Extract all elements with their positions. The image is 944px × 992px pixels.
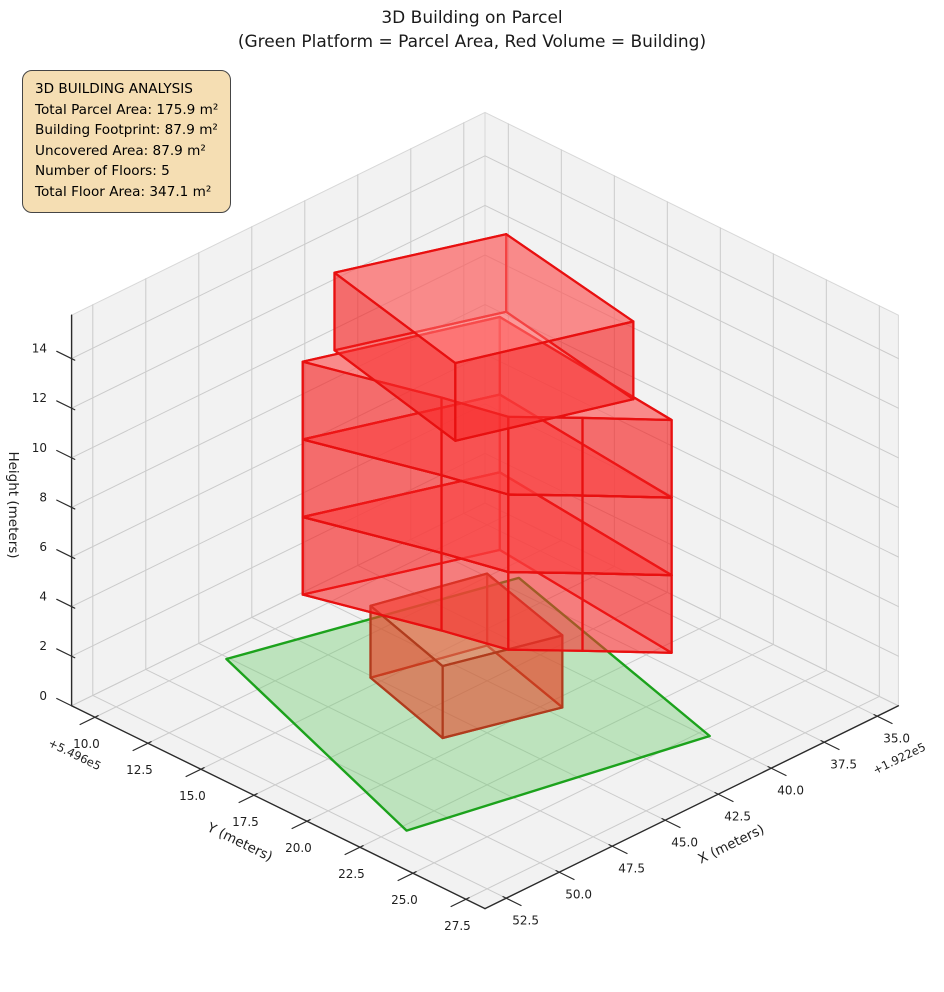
grid-line-x-floor (357, 564, 772, 769)
floor-4-wall (507, 415, 584, 497)
z-tick-label: 4 (39, 590, 47, 604)
y-tick (238, 793, 258, 804)
axis-spine-y (70, 705, 486, 910)
grid-line-y-floor (253, 591, 668, 796)
y-tick-label: 27.5 (444, 919, 471, 933)
z-tick-label: 8 (39, 490, 47, 504)
x-tick (767, 766, 787, 777)
x-tick (661, 818, 681, 829)
floor-3-wall (581, 494, 673, 577)
grid-line-x-floor (145, 668, 560, 873)
analysis-line: Total Parcel Area: 175.9 m² (35, 101, 219, 118)
x-tick-label: 42.5 (724, 810, 751, 824)
y-tick-label: 25.0 (391, 893, 418, 907)
y-tick (185, 767, 205, 778)
x-tick-label: 37.5 (830, 758, 857, 772)
grid-line-y-floor (412, 669, 827, 874)
floor-1-wall (369, 604, 444, 740)
z-tick-label: 6 (39, 540, 47, 554)
analysis-line: Uncovered Area: 87.9 m² (35, 142, 206, 159)
x-tick-label: 35.0 (883, 732, 910, 746)
z-tick (56, 697, 76, 708)
x-axis-label: X (meters) (696, 821, 767, 867)
grid-line-z-left (71, 204, 486, 409)
y-tick (344, 845, 364, 856)
y-tick-label: 22.5 (338, 867, 365, 881)
x-tick-label: 40.0 (777, 784, 804, 798)
grid-line-z-left (71, 155, 486, 360)
grid-line-x-floor (304, 590, 719, 795)
z-tick (56, 499, 76, 510)
axis-spine-x (484, 705, 900, 910)
y-tick (79, 715, 99, 726)
floor-2-wall (581, 571, 673, 654)
x-tick (873, 714, 893, 725)
y-tick (291, 819, 311, 830)
x-tick (608, 844, 628, 855)
parcel-polygon (225, 576, 711, 832)
analysis-line: Total Floor Area: 347.1 m² (35, 183, 212, 200)
z-tick-label: 0 (39, 689, 47, 703)
x-tick-label: 47.5 (618, 862, 645, 876)
grid-line-y-floor (465, 695, 880, 900)
z-tick (56, 400, 76, 411)
grid-line-z-right (484, 155, 899, 360)
z-tick (56, 598, 76, 609)
grid-line-x-floor (92, 694, 507, 899)
grid-line-y-floor (359, 643, 774, 848)
floor-3-wall (507, 493, 584, 575)
y-tick-label: 12.5 (126, 763, 153, 777)
grid-line-z-left (71, 452, 486, 657)
x-tick (502, 896, 522, 907)
y-tick-label: 17.5 (232, 815, 259, 829)
y-tick-label: 15.0 (179, 789, 206, 803)
z-axis-label: Height (meters) (5, 451, 21, 558)
grid-line-y-floor (147, 539, 562, 744)
x-tick (820, 740, 840, 751)
plot-title-block: 3D Building on Parcel (Green Platform = … (0, 6, 944, 54)
analysis-line: Number of Floors: 5 (35, 163, 170, 180)
x-tick (714, 792, 734, 803)
x-tick-label: 52.5 (512, 914, 539, 928)
z-tick (56, 449, 76, 460)
grid-line-x-floor (198, 642, 613, 847)
floor-4-wall (581, 416, 673, 499)
y-tick (132, 741, 152, 752)
floor-5-wall (333, 271, 457, 442)
x-tick-label: 50.0 (565, 888, 592, 902)
z-tick (56, 648, 76, 659)
z-tick-label: 2 (39, 639, 47, 653)
z-tick (56, 549, 76, 560)
page-subtitle: (Green Platform = Parcel Area, Red Volum… (237, 32, 707, 52)
analysis-line: Building Footprint: 87.9 m² (35, 122, 218, 139)
page-title: 3D Building on Parcel (381, 8, 563, 28)
floor-4-wall (301, 360, 443, 477)
grid-line-x-floor (410, 538, 825, 743)
z-tick-label: 12 (32, 391, 47, 405)
y-tick-label: 20.0 (285, 841, 312, 855)
z-tick (56, 350, 76, 361)
grid-line-x-floor (251, 616, 666, 821)
x-tick-label: 45.0 (671, 836, 698, 850)
floor-2-wall (507, 570, 584, 652)
analysis-box: 3D BUILDING ANALYSIS Total Parcel Area: … (22, 70, 232, 213)
y-tick-label: 10.0 (73, 737, 100, 751)
y-tick (397, 871, 417, 882)
y-tick (450, 897, 470, 908)
grid-line-z-right (484, 204, 899, 409)
analysis-box-title: 3D BUILDING ANALYSIS (35, 81, 193, 97)
x-tick (555, 870, 575, 881)
z-tick-label: 14 (32, 342, 47, 356)
z-tick-label: 10 (32, 441, 47, 455)
